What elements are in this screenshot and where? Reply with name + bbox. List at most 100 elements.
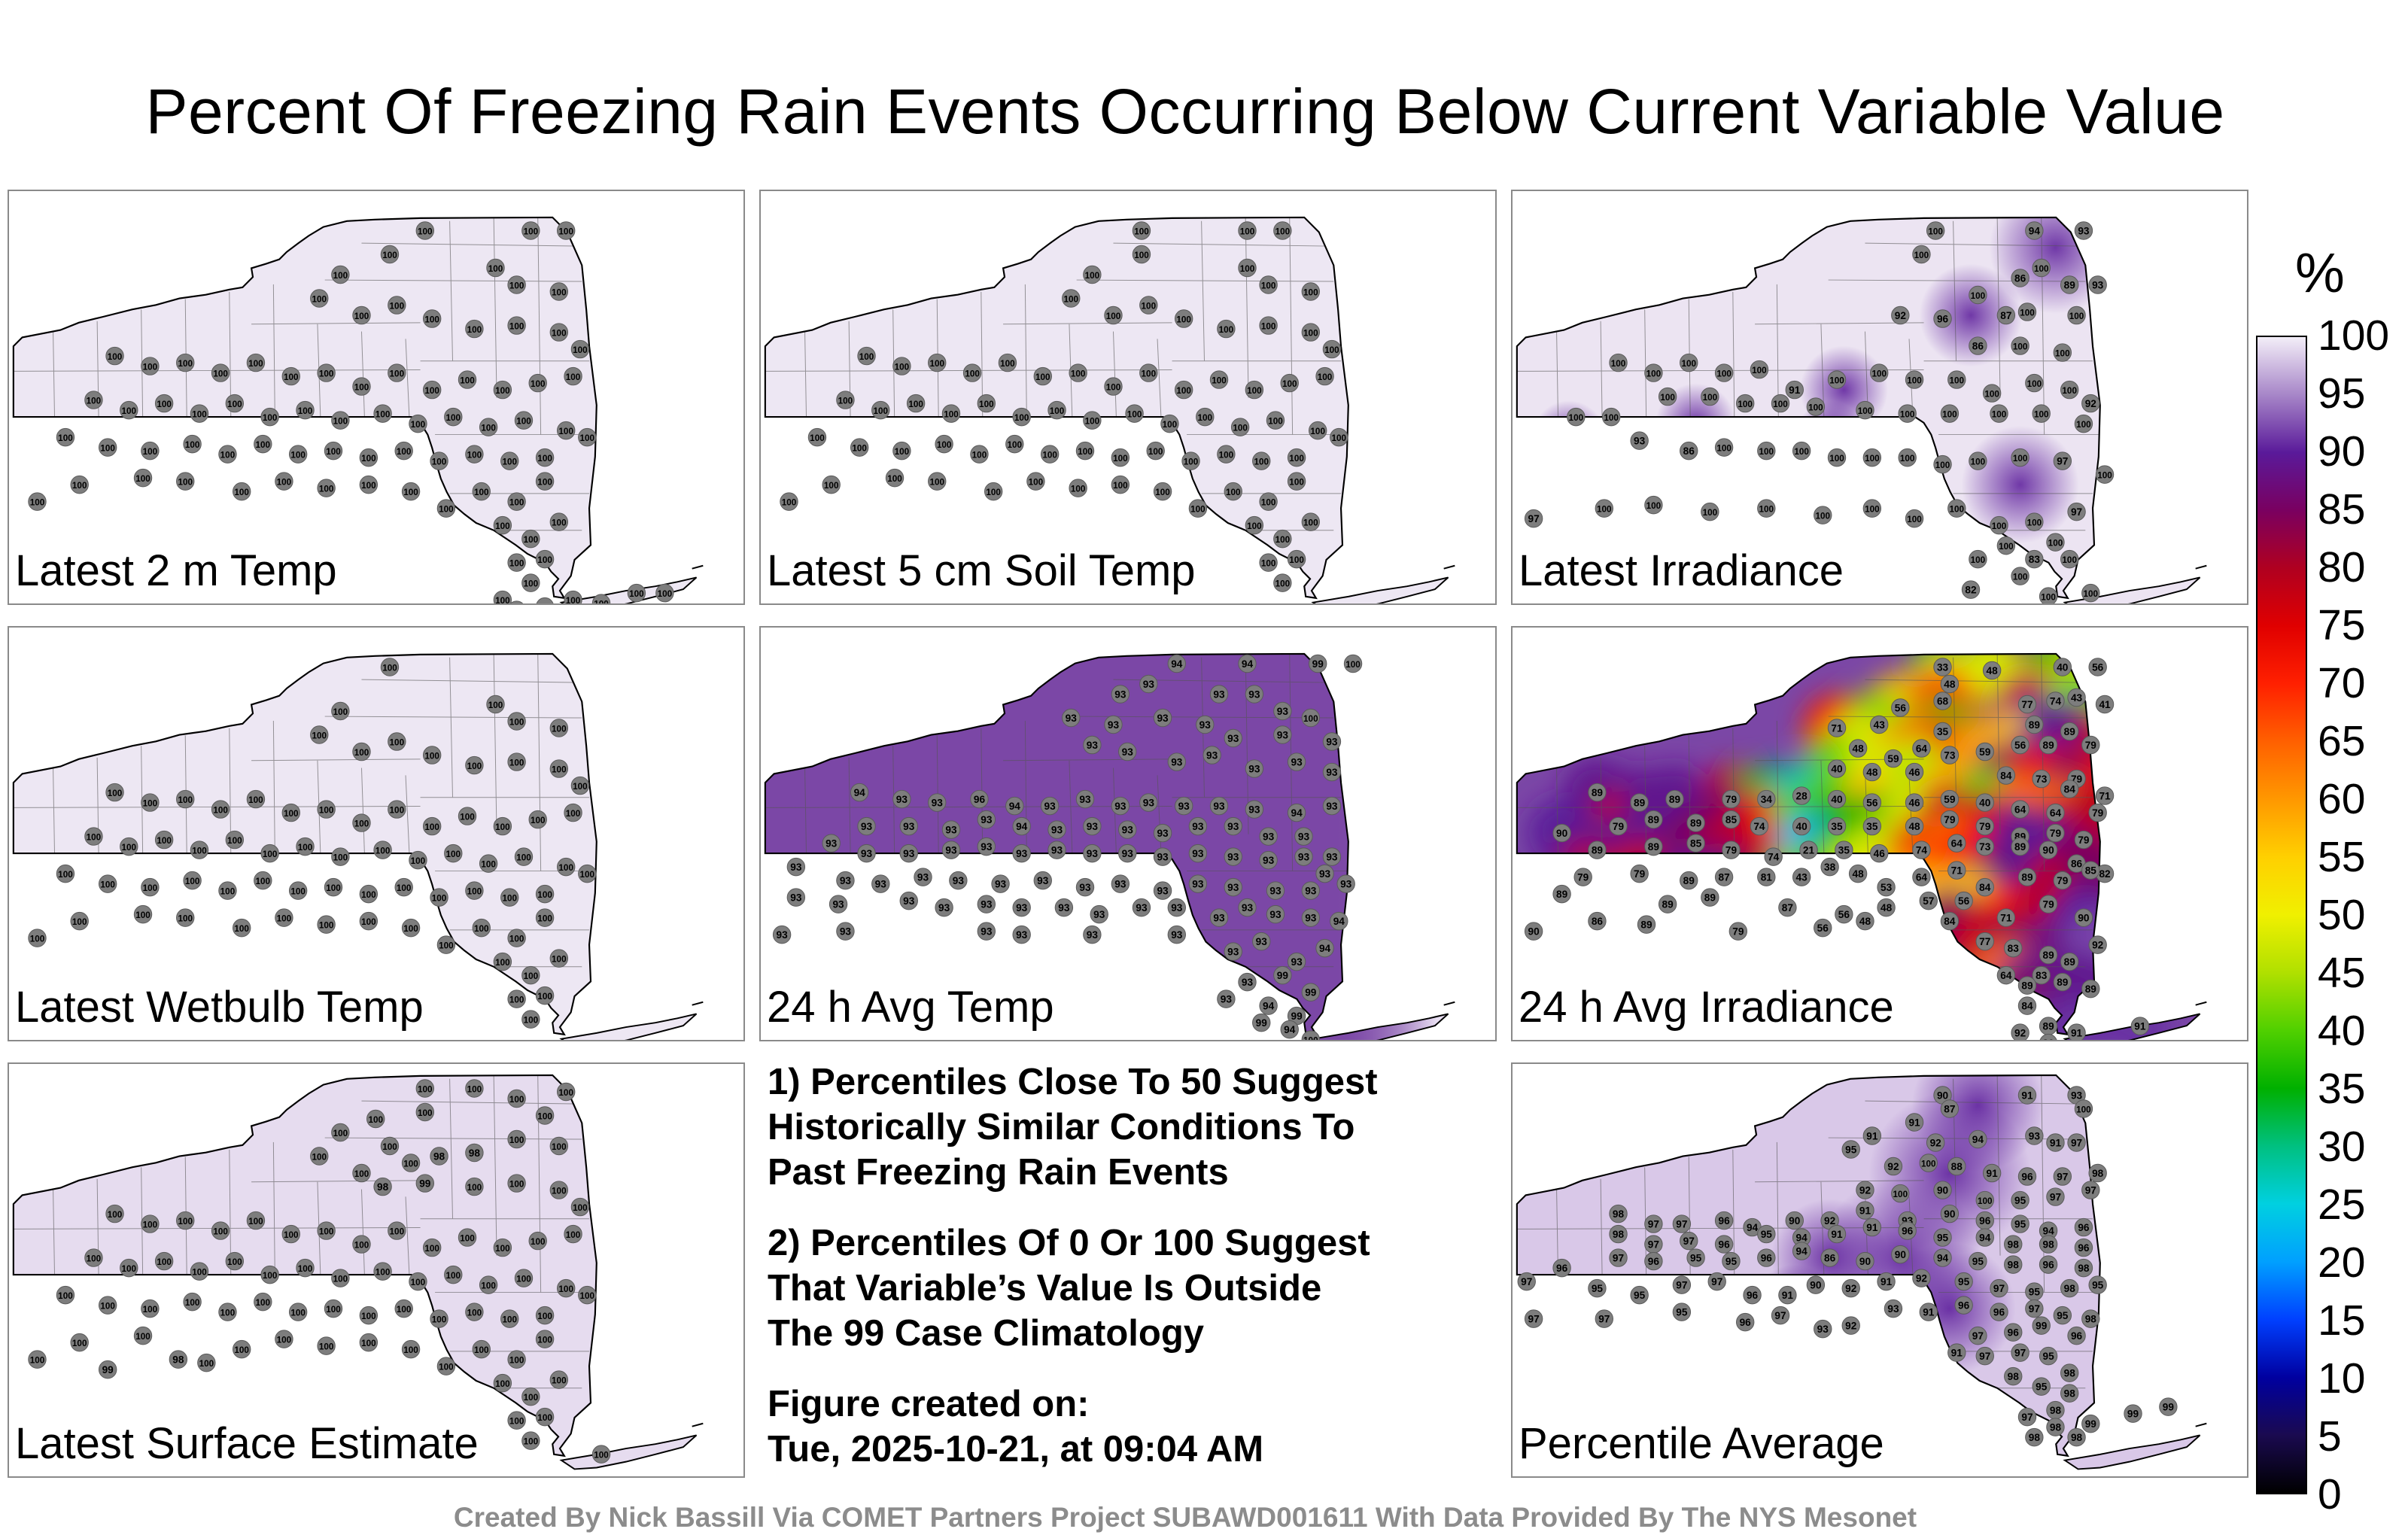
station-marker: 100 — [2011, 448, 2029, 467]
station-marker: 79 — [1573, 868, 1592, 886]
station-value: 100 — [467, 1308, 482, 1318]
station-value: 93 — [1248, 804, 1260, 815]
station-value: 99 — [2036, 1320, 2048, 1331]
station-value: 100 — [135, 910, 150, 920]
station-value: 100 — [1035, 372, 1050, 382]
station-value: 100 — [1247, 521, 1262, 531]
station-value: 95 — [2042, 1351, 2054, 1362]
station-marker: 93 — [977, 810, 996, 829]
station-marker: 100 — [535, 472, 555, 491]
station-marker: 98 — [169, 1350, 188, 1369]
station-marker: 100 — [394, 1299, 413, 1318]
station-marker: 100 — [1062, 289, 1081, 308]
station-marker: 100 — [296, 400, 315, 420]
station-marker: 100 — [564, 803, 582, 822]
station-value: 93 — [903, 895, 915, 907]
station-value: 79 — [1634, 868, 1646, 880]
station-value: 100 — [58, 433, 73, 443]
station-marker: 100 — [1933, 454, 1952, 474]
station-value: 35 — [1937, 726, 1949, 737]
station-value: 89 — [1669, 794, 1681, 805]
station-marker: 89 — [1637, 915, 1656, 934]
station-marker: 100 — [500, 888, 519, 907]
station-marker: 100 — [260, 407, 279, 427]
station-marker: 95 — [2053, 1306, 2072, 1325]
station-value: 100 — [580, 1291, 595, 1301]
station-marker: 100 — [120, 400, 138, 420]
station-marker: 91 — [1862, 1217, 1882, 1237]
station-value: 40 — [1831, 763, 1843, 774]
station-marker: 89 — [2053, 972, 2072, 992]
station-value: 100 — [1611, 359, 1626, 369]
station-value: 100 — [1219, 450, 1234, 460]
station-marker: 100 — [232, 1339, 251, 1359]
station-marker: 89 — [2060, 722, 2079, 741]
station-value: 100 — [2020, 308, 2035, 318]
station-marker: 100 — [2053, 343, 2072, 362]
station-value: 100 — [1604, 413, 1619, 423]
station-marker: 100 — [528, 810, 547, 829]
station-marker: 100 — [507, 929, 526, 947]
station-value: 74 — [1768, 851, 1780, 862]
station-marker: 100 — [493, 380, 512, 400]
station-value: 100 — [1275, 579, 1291, 589]
station-value: 93 — [875, 878, 887, 889]
station-marker: 93 — [949, 871, 968, 890]
long-island-outline — [559, 1013, 698, 1040]
station-marker: 100 — [84, 391, 103, 409]
station-value: 91 — [2134, 1021, 2146, 1032]
station-marker: 93 — [928, 793, 947, 812]
station-value: 96 — [1740, 1317, 1752, 1328]
station-value: 100 — [361, 481, 376, 491]
station-value: 89 — [1648, 841, 1660, 853]
station-marker: 100 — [1862, 448, 1882, 467]
station-value: 100 — [100, 443, 115, 453]
station-value: 95 — [1676, 1306, 1688, 1318]
station-marker: 97 — [1707, 1272, 1726, 1291]
station-marker: 100 — [493, 515, 512, 535]
station-marker: 100 — [465, 1079, 484, 1098]
station-marker: 100 — [549, 512, 569, 531]
station-marker: 84 — [2060, 780, 2079, 798]
station-value: 93 — [1171, 902, 1183, 913]
station-marker: 40 — [1827, 789, 1847, 809]
station-marker: 99 — [2124, 1404, 2142, 1423]
station-marker: 91 — [1919, 1302, 1938, 1321]
station-marker: 28 — [1792, 786, 1811, 805]
station-value: 64 — [2050, 807, 2062, 819]
station-value: 95 — [1725, 1256, 1738, 1267]
station-marker: 99 — [2159, 1397, 2178, 1416]
station-value: 100 — [509, 1417, 524, 1427]
station-marker: 100 — [2074, 414, 2093, 433]
station-value: 94 — [1284, 1024, 1296, 1035]
station-marker: 96 — [1975, 1211, 1994, 1230]
station-value: 100 — [1113, 481, 1128, 491]
station-marker: 90 — [1552, 823, 1571, 843]
station-marker: 97 — [1644, 1235, 1663, 1254]
station-marker: 93 — [977, 837, 996, 856]
station-marker: 100 — [352, 1235, 371, 1254]
station-marker: 43 — [1792, 868, 1811, 886]
station-value: 100 — [509, 321, 524, 331]
station-value: 100 — [573, 1203, 588, 1213]
station-marker: 64 — [1912, 868, 1931, 886]
station-value: 93 — [1340, 878, 1352, 889]
station-marker: 100 — [2074, 1099, 2093, 1118]
station-marker: 100 — [507, 1089, 526, 1108]
station-marker: 93 — [2074, 221, 2093, 240]
station-value: 100 — [594, 1451, 609, 1461]
station-value: 100 — [502, 893, 517, 903]
station-value: 100 — [1219, 325, 1234, 335]
colorbar-tick-label: 70 — [2318, 659, 2366, 707]
station-value: 100 — [1142, 369, 1157, 378]
station-value: 100 — [2076, 1105, 2091, 1114]
station-value: 100 — [227, 400, 242, 409]
station-value: 92 — [1916, 1272, 1928, 1284]
station-marker: 100 — [655, 583, 674, 603]
long-island-outline — [2063, 576, 2201, 603]
station-value: 100 — [30, 498, 45, 508]
station-marker: 100 — [211, 800, 230, 819]
station-value: 100 — [143, 883, 158, 893]
station-value: 100 — [495, 386, 510, 396]
station-marker: 100 — [1714, 363, 1734, 382]
